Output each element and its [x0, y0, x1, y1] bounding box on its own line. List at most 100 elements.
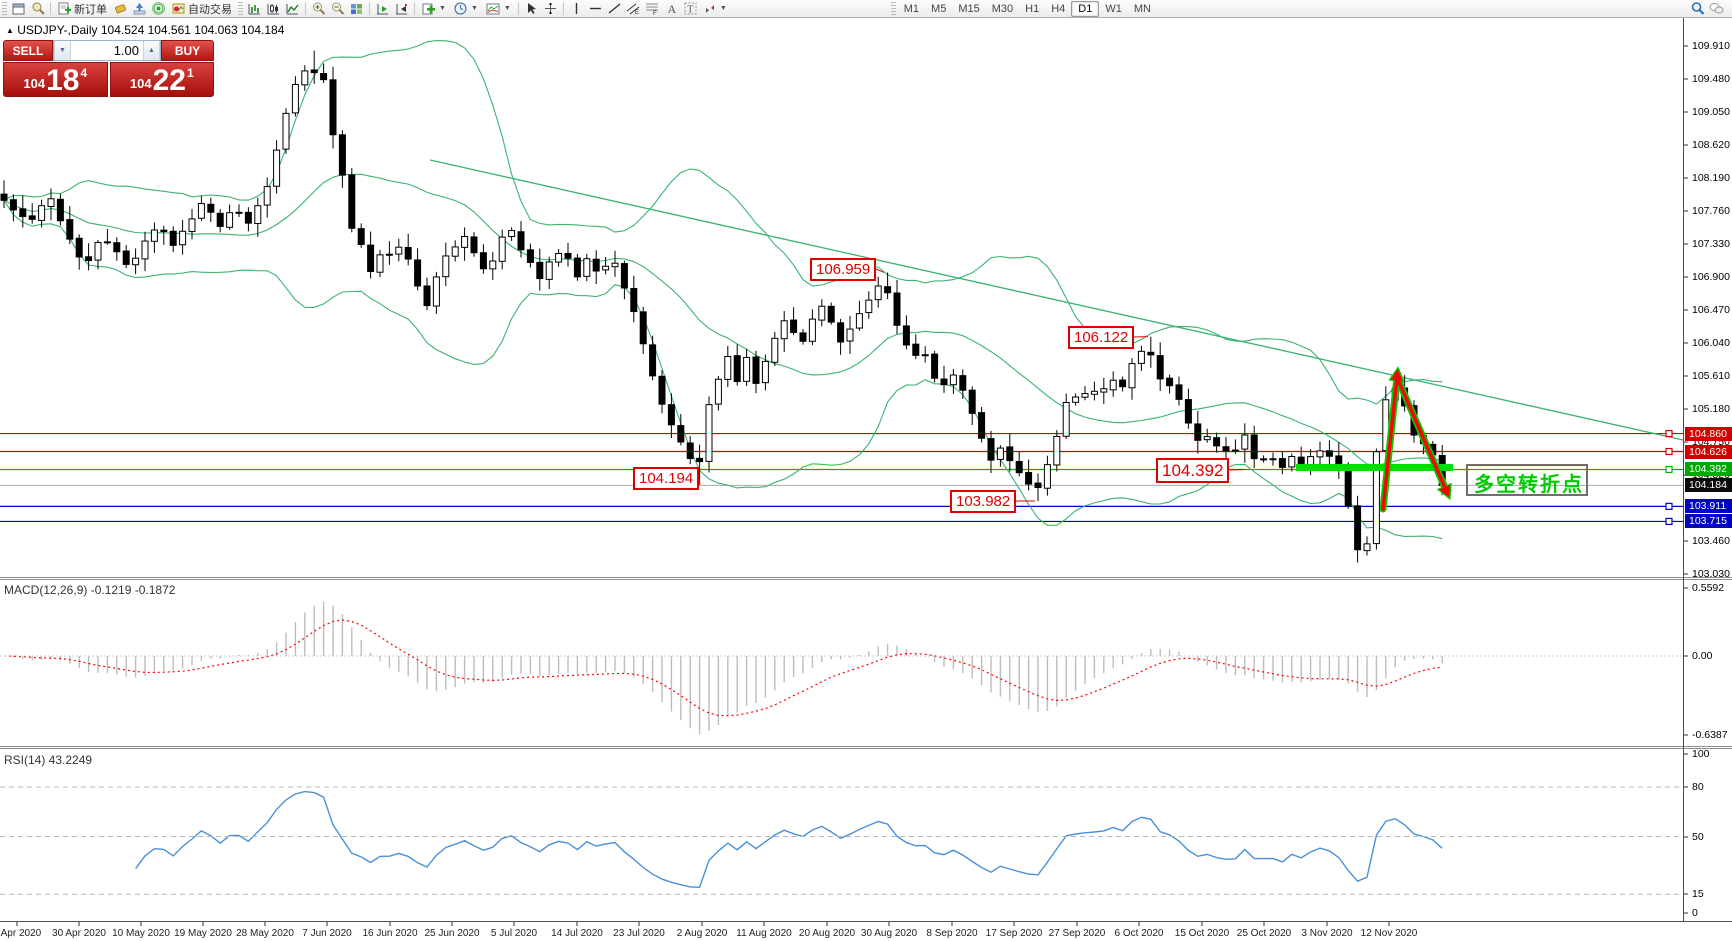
- ask-price-pip: 1: [186, 66, 194, 80]
- date-axis-label: 23 Jul 2020: [613, 928, 665, 939]
- rsi-axis-tick: 0: [1692, 907, 1698, 919]
- tab-timeframe-m1[interactable]: M1: [903, 2, 920, 15]
- signal-icon[interactable]: [149, 0, 168, 17]
- price-axis-tick: 108.620: [1692, 138, 1730, 151]
- price-tag-label[interactable]: 104.194: [633, 467, 700, 490]
- one-click-trading-panel: SELL ▼ ▲ BUY 104 18 4 104 22 1: [3, 40, 214, 97]
- price-axis-tick: 106.040: [1692, 336, 1730, 349]
- templates-button[interactable]: ▼: [482, 1, 515, 16]
- auto-scroll-icon[interactable]: [392, 0, 411, 17]
- price-axis-tick: 107.760: [1692, 204, 1730, 217]
- horizontal-line-icon[interactable]: [586, 0, 605, 17]
- tab-timeframe-m30[interactable]: M30: [991, 2, 1014, 15]
- price-axis-tick: 109.050: [1692, 105, 1730, 118]
- chevron-down-icon: ▼: [719, 5, 727, 12]
- publish-icon[interactable]: [130, 0, 149, 17]
- search-icon[interactable]: [1688, 0, 1707, 17]
- rsi-axis-tick: 15: [1692, 888, 1704, 900]
- bid-price-box[interactable]: 104 18 4: [3, 62, 108, 97]
- price-axis-tick: 105.180: [1692, 402, 1730, 415]
- current-price-badge: 104.184: [1685, 478, 1732, 493]
- crosshair-icon[interactable]: [541, 0, 560, 17]
- new-chart-icon[interactable]: [9, 0, 28, 17]
- buy-button[interactable]: BUY: [161, 40, 214, 61]
- rsi-axis-tick: 50: [1692, 831, 1704, 843]
- date-axis-label: 6 Oct 2020: [1114, 928, 1164, 939]
- macd-axis-tick: 0.5592: [1692, 582, 1725, 594]
- price-axis-tick: 109.480: [1692, 72, 1730, 85]
- autotrading-button[interactable]: 自动交易: [168, 1, 236, 16]
- annotation-turning-point[interactable]: 多空转折点: [1466, 464, 1588, 496]
- volume-input[interactable]: [71, 41, 143, 60]
- eraser-icon[interactable]: [111, 0, 130, 17]
- date-axis-label: 16 Jun 2020: [362, 928, 418, 939]
- price-tag-label[interactable]: 106.122: [1068, 326, 1135, 349]
- fibonacci-icon[interactable]: F: [643, 0, 662, 17]
- arrows-button[interactable]: ▼: [700, 1, 731, 16]
- zoom-in-icon[interactable]: [309, 0, 328, 17]
- rsi-axis-tick: 100: [1692, 748, 1710, 760]
- ask-price-big: 22: [152, 64, 186, 97]
- tile-windows-icon[interactable]: [347, 0, 366, 17]
- rsi-label: RSI(14) 43.2249: [4, 753, 93, 767]
- new-order-button[interactable]: 新订单: [54, 1, 111, 16]
- trendline-icon[interactable]: [605, 0, 624, 17]
- period-clock-button[interactable]: ▼: [450, 1, 482, 16]
- date-axis-label: 10 May 2020: [112, 928, 170, 939]
- add-indicator-button[interactable]: ▼: [418, 1, 450, 16]
- tab-timeframe-d1[interactable]: D1: [1071, 0, 1100, 17]
- macd-axis-tick: 0.00: [1692, 650, 1713, 662]
- channel-icon[interactable]: E: [624, 0, 643, 17]
- tab-timeframe-mn[interactable]: MN: [1133, 2, 1151, 15]
- sell-button[interactable]: SELL: [3, 40, 53, 61]
- macd-panel-separator[interactable]: [0, 577, 1732, 578]
- cursor-icon[interactable]: [522, 0, 541, 17]
- zoom-out-icon[interactable]: [328, 0, 347, 17]
- macd-panel-separator-line: [0, 579, 1732, 580]
- rsi-axis-tick: 80: [1692, 781, 1704, 793]
- date-axis-label: 27 Sep 2020: [1048, 928, 1106, 939]
- price-axis-tick: 106.900: [1692, 270, 1730, 283]
- date-axis-label: 30 Aug 2020: [860, 928, 918, 939]
- date-axis-label: 14 Jul 2020: [551, 928, 603, 939]
- price-tag-label[interactable]: 104.392: [1156, 458, 1230, 483]
- templates-icon: [486, 3, 500, 14]
- rsi-panel-separator-line: [0, 748, 1732, 749]
- volume-decrease-button[interactable]: ▼: [54, 41, 71, 60]
- line-chart-icon[interactable]: [283, 0, 302, 17]
- ask-price-box[interactable]: 104 22 1: [109, 62, 214, 97]
- tab-timeframe-m5[interactable]: M5: [931, 2, 947, 15]
- chart-symbol-period: USDJPY-,Daily: [17, 23, 98, 37]
- candle-chart-icon[interactable]: [264, 0, 283, 17]
- date-axis-label: 17 Sep 2020: [985, 928, 1043, 939]
- price-axis-tick: 109.910: [1692, 40, 1730, 52]
- tab-timeframe-w1[interactable]: W1: [1105, 2, 1122, 15]
- autotrading-label: 自动交易: [188, 3, 232, 16]
- price-tag-label[interactable]: 106.959: [810, 258, 877, 281]
- rsi-panel-separator[interactable]: [0, 746, 1732, 747]
- tab-timeframe-h1[interactable]: H1: [1025, 2, 1040, 15]
- bar-chart-icon[interactable]: [245, 0, 264, 17]
- new-order-icon: [58, 2, 71, 15]
- date-axis-label: 11 Aug 2020: [736, 928, 792, 939]
- price-axis-tick: 106.470: [1692, 303, 1730, 316]
- tab-timeframe-m15[interactable]: M15: [958, 2, 980, 15]
- tab-timeframe-h4[interactable]: H4: [1051, 2, 1066, 15]
- svg-text:E: E: [635, 10, 639, 15]
- chart-shift-icon[interactable]: [373, 0, 392, 17]
- chat-icon[interactable]: [1707, 0, 1726, 17]
- vertical-line-icon[interactable]: [567, 0, 586, 17]
- volume-increase-button[interactable]: ▲: [143, 41, 160, 60]
- symbol-marker-icon: ▲: [6, 26, 14, 35]
- svg-text:T: T: [687, 5, 693, 16]
- price-tag-label[interactable]: 103.982: [950, 490, 1017, 513]
- bid-price-base: 104: [23, 76, 46, 91]
- date-axis-label: 30 Apr 2020: [52, 928, 106, 939]
- price-axis-tick: 108.190: [1692, 171, 1730, 184]
- chevron-down-icon: ▼: [503, 5, 511, 12]
- label-icon[interactable]: T: [681, 0, 700, 17]
- chart-profile-icon[interactable]: [28, 0, 47, 17]
- add-indicator-icon: [422, 3, 435, 14]
- text-icon[interactable]: A: [662, 0, 681, 17]
